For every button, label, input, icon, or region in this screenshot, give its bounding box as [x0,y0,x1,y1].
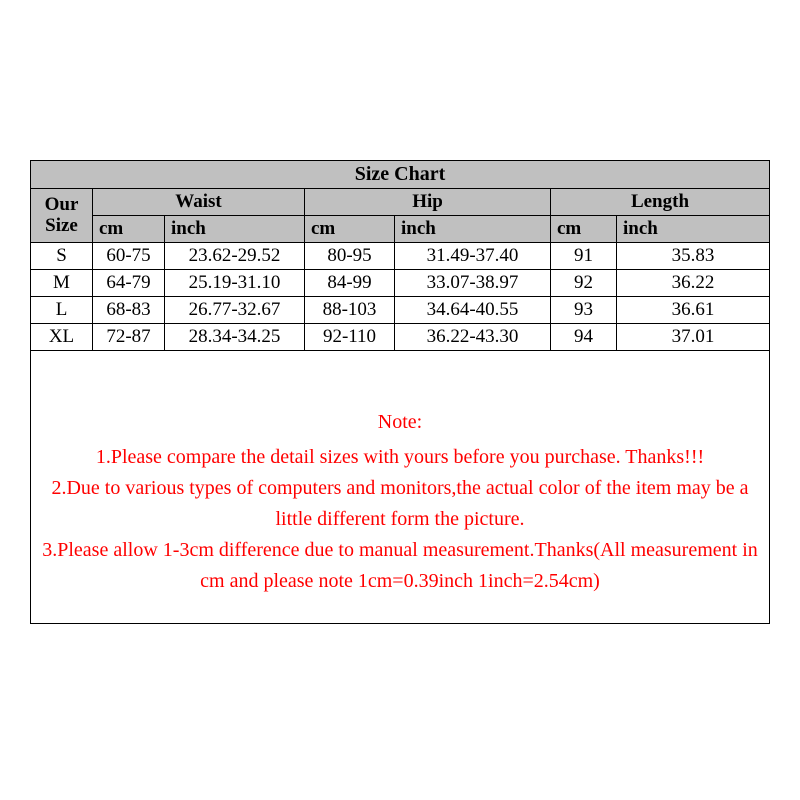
header-unit-5: inch [617,216,770,243]
data-cell: 72-87 [93,324,165,351]
table-header-row-groups: OurSize Waist Hip Length [31,189,770,216]
table-body: S60-7523.62-29.5280-9531.49-37.409135.83… [31,243,770,351]
note-line-3: 3.Please allow 1-3cm difference due to m… [41,535,759,597]
data-cell: 25.19-31.10 [165,270,305,297]
table-title: Size Chart [31,161,770,189]
table-row: M64-7925.19-31.1084-9933.07-38.979236.22 [31,270,770,297]
size-cell: L [31,297,93,324]
data-cell: 94 [551,324,617,351]
data-cell: 93 [551,297,617,324]
header-unit-4: cm [551,216,617,243]
data-cell: 64-79 [93,270,165,297]
header-unit-2: cm [305,216,395,243]
data-cell: 28.34-34.25 [165,324,305,351]
data-cell: 37.01 [617,324,770,351]
data-cell: 33.07-38.97 [395,270,551,297]
header-unit-3: inch [395,216,551,243]
size-chart-container: Size Chart OurSize Waist Hip Length cmin… [30,160,770,624]
data-cell: 36.61 [617,297,770,324]
header-our-size-text: OurSize [45,194,79,236]
header-waist: Waist [93,189,305,216]
header-length: Length [551,189,770,216]
table-row: XL72-8728.34-34.2592-11036.22-43.309437.… [31,324,770,351]
data-cell: 84-99 [305,270,395,297]
note-line-2: 2.Due to various types of computers and … [41,473,759,535]
size-cell: M [31,270,93,297]
data-cell: 68-83 [93,297,165,324]
note-title: Note: [41,411,759,434]
note-line-1: 1.Please compare the detail sizes with y… [41,442,759,473]
header-unit-0: cm [93,216,165,243]
data-cell: 36.22-43.30 [395,324,551,351]
note-lines-container: 1.Please compare the detail sizes with y… [41,442,759,597]
header-our-size: OurSize [31,189,93,243]
table-row: L68-8326.77-32.6788-10334.64-40.559336.6… [31,297,770,324]
table-title-row: Size Chart [31,161,770,189]
data-cell: 36.22 [617,270,770,297]
table-row: S60-7523.62-29.5280-9531.49-37.409135.83 [31,243,770,270]
data-cell: 88-103 [305,297,395,324]
data-cell: 60-75 [93,243,165,270]
data-cell: 26.77-32.67 [165,297,305,324]
header-unit-1: inch [165,216,305,243]
table-header-row-units: cminchcminchcminch [31,216,770,243]
data-cell: 91 [551,243,617,270]
note-area: Note: 1.Please compare the detail sizes … [30,351,770,624]
header-hip: Hip [305,189,551,216]
data-cell: 31.49-37.40 [395,243,551,270]
data-cell: 35.83 [617,243,770,270]
size-cell: XL [31,324,93,351]
data-cell: 80-95 [305,243,395,270]
data-cell: 23.62-29.52 [165,243,305,270]
data-cell: 92-110 [305,324,395,351]
size-cell: S [31,243,93,270]
data-cell: 34.64-40.55 [395,297,551,324]
data-cell: 92 [551,270,617,297]
size-chart-table: Size Chart OurSize Waist Hip Length cmin… [30,160,770,351]
